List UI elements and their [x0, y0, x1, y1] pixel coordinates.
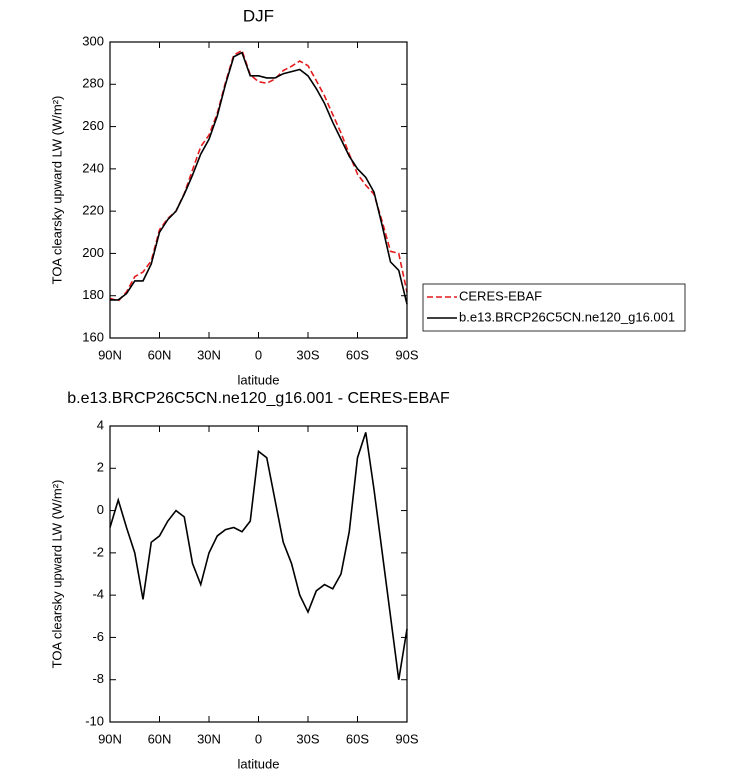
- y-tick-label: -2: [92, 544, 104, 559]
- x-tick-label: 30S: [296, 347, 319, 362]
- chart-title: DJF: [243, 6, 274, 25]
- y-tick-label: 0: [97, 502, 104, 517]
- plot-frame: [109, 425, 408, 723]
- x-tick-label: 60N: [148, 347, 172, 362]
- data-line: [109, 49, 408, 302]
- x-tick-label: 90N: [98, 731, 122, 746]
- y-tick-label: -4: [92, 587, 104, 602]
- y-tick-label: 4: [97, 417, 104, 432]
- y-tick-label: 2: [97, 460, 104, 475]
- y-tick-label: 200: [82, 245, 104, 260]
- y-tick-label: 220: [82, 203, 104, 218]
- y-tick-label: 280: [82, 76, 104, 91]
- y-tick-label: 160: [82, 329, 104, 344]
- x-tick-label: 30N: [197, 347, 221, 362]
- x-tick-label: 60S: [346, 731, 369, 746]
- x-tick-label: 90S: [395, 347, 418, 362]
- legend-box: [422, 283, 686, 332]
- chart-title: b.e13.BRCP26C5CN.ne120_g16.001 - CERES-E…: [67, 390, 450, 407]
- x-axis-label: latitude: [238, 756, 280, 771]
- legend-label: b.e13.BRCP26C5CN.ne120_g16.001: [459, 309, 675, 324]
- legend-label: CERES-EBAF: [459, 288, 542, 303]
- y-axis-label: TOA clearsky upward LW (W/m²): [49, 96, 64, 285]
- y-tick-label: -10: [85, 713, 104, 728]
- y-tick-label: 180: [82, 287, 104, 302]
- y-tick-label: 260: [82, 118, 104, 133]
- y-tick-label: 240: [82, 160, 104, 175]
- x-tick-label: 0: [255, 731, 262, 746]
- y-tick-label: -8: [92, 671, 104, 686]
- x-axis-label: latitude: [238, 372, 280, 387]
- x-tick-label: 90N: [98, 347, 122, 362]
- x-tick-label: 30S: [296, 731, 319, 746]
- y-tick-label: -6: [92, 629, 104, 644]
- x-tick-label: 0: [255, 347, 262, 362]
- y-tick-label: 300: [82, 33, 104, 48]
- y-axis-label: TOA clearsky upward LW (W/m²): [49, 480, 64, 669]
- plot-frame: [109, 41, 408, 339]
- x-tick-label: 60N: [148, 731, 172, 746]
- x-tick-label: 30N: [197, 731, 221, 746]
- data-line: [109, 432, 408, 680]
- x-tick-label: 90S: [395, 731, 418, 746]
- x-tick-label: 60S: [346, 347, 369, 362]
- data-line: [110, 51, 408, 305]
